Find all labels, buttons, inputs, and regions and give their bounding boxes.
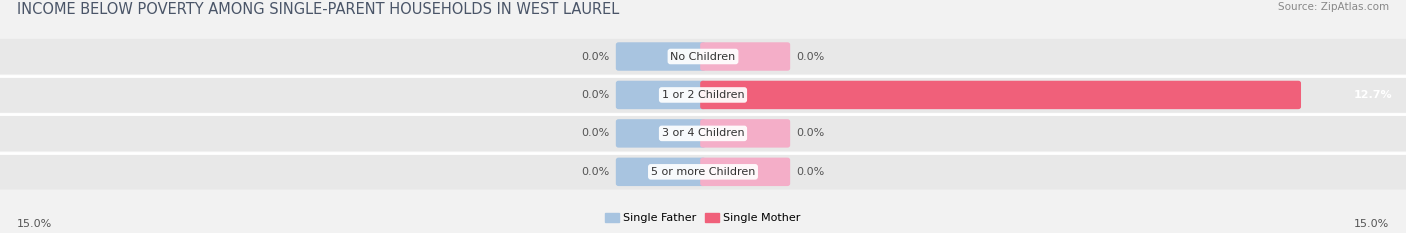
FancyBboxPatch shape <box>700 42 790 71</box>
Text: 0.0%: 0.0% <box>581 90 609 100</box>
Text: 12.7%: 12.7% <box>1354 90 1392 100</box>
Legend: Single Father, Single Mother: Single Father, Single Mother <box>600 208 806 227</box>
FancyBboxPatch shape <box>700 119 790 148</box>
Text: No Children: No Children <box>671 51 735 62</box>
Text: 0.0%: 0.0% <box>797 128 825 138</box>
Text: 15.0%: 15.0% <box>17 219 52 229</box>
FancyBboxPatch shape <box>616 42 706 71</box>
Text: 0.0%: 0.0% <box>797 51 825 62</box>
Text: 0.0%: 0.0% <box>581 128 609 138</box>
Text: 15.0%: 15.0% <box>1354 219 1389 229</box>
Text: 0.0%: 0.0% <box>581 51 609 62</box>
FancyBboxPatch shape <box>616 81 706 109</box>
FancyBboxPatch shape <box>0 77 1406 113</box>
FancyBboxPatch shape <box>0 154 1406 189</box>
FancyBboxPatch shape <box>0 116 1406 151</box>
FancyBboxPatch shape <box>700 158 790 186</box>
Text: 5 or more Children: 5 or more Children <box>651 167 755 177</box>
Text: 3 or 4 Children: 3 or 4 Children <box>662 128 744 138</box>
Text: 0.0%: 0.0% <box>797 167 825 177</box>
Text: INCOME BELOW POVERTY AMONG SINGLE-PARENT HOUSEHOLDS IN WEST LAUREL: INCOME BELOW POVERTY AMONG SINGLE-PARENT… <box>17 2 619 17</box>
Text: Source: ZipAtlas.com: Source: ZipAtlas.com <box>1278 2 1389 12</box>
FancyBboxPatch shape <box>616 158 706 186</box>
FancyBboxPatch shape <box>616 119 706 148</box>
FancyBboxPatch shape <box>700 81 1301 109</box>
Text: 1 or 2 Children: 1 or 2 Children <box>662 90 744 100</box>
FancyBboxPatch shape <box>0 39 1406 74</box>
Text: 0.0%: 0.0% <box>581 167 609 177</box>
